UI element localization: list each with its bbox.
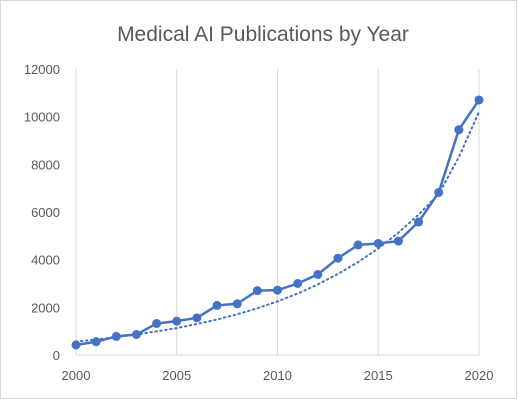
data-point-2001	[91, 337, 101, 347]
y-tick-label-0: 0	[53, 348, 60, 363]
data-point-2006	[192, 313, 202, 323]
data-point-2018	[434, 187, 444, 197]
data-point-2014	[353, 240, 363, 250]
y-tick-label-2000: 2000	[31, 300, 60, 315]
data-point-2008	[232, 299, 242, 309]
data-point-2012	[313, 269, 323, 279]
trendline	[75, 110, 480, 343]
data-point-2005	[172, 316, 182, 326]
y-tick-label-12000: 12000	[24, 62, 60, 77]
y-tick-label-6000: 6000	[31, 205, 60, 220]
y-tick-label-8000: 8000	[31, 157, 60, 172]
y-tick-label-10000: 10000	[24, 110, 60, 125]
data-point-2016	[393, 236, 403, 246]
x-tick-label-2005: 2005	[162, 368, 191, 383]
data-point-2013	[333, 253, 343, 263]
data-point-2003	[131, 330, 141, 340]
x-tick-label-2010: 2010	[263, 368, 292, 383]
data-point-2011	[293, 279, 303, 288]
y-tick-label-4000: 4000	[31, 253, 60, 268]
axis-layer: 2000 2005 2010 2015 202002000400060008000100…	[24, 62, 494, 383]
x-tick-label-2000: 2000	[62, 368, 91, 383]
data-point-2010	[273, 285, 282, 295]
data-point-2019	[454, 125, 464, 135]
data-point-2002	[111, 331, 121, 341]
data-point-2015	[373, 238, 383, 248]
data-point-2020	[474, 95, 484, 105]
chart-title: Medical AI Publications by Year	[117, 23, 409, 46]
data-point-2009	[252, 286, 262, 296]
grid-layer	[75, 69, 480, 355]
marker-layer	[71, 95, 484, 350]
trendline-layer	[75, 110, 480, 343]
x-tick-label-2015: 2015	[364, 368, 393, 383]
data-point-2000	[71, 340, 81, 350]
data-point-2007	[212, 300, 222, 310]
data-point-2017	[414, 217, 424, 227]
data-point-2004	[152, 319, 162, 329]
x-tick-label-2020: 2020	[465, 368, 494, 383]
